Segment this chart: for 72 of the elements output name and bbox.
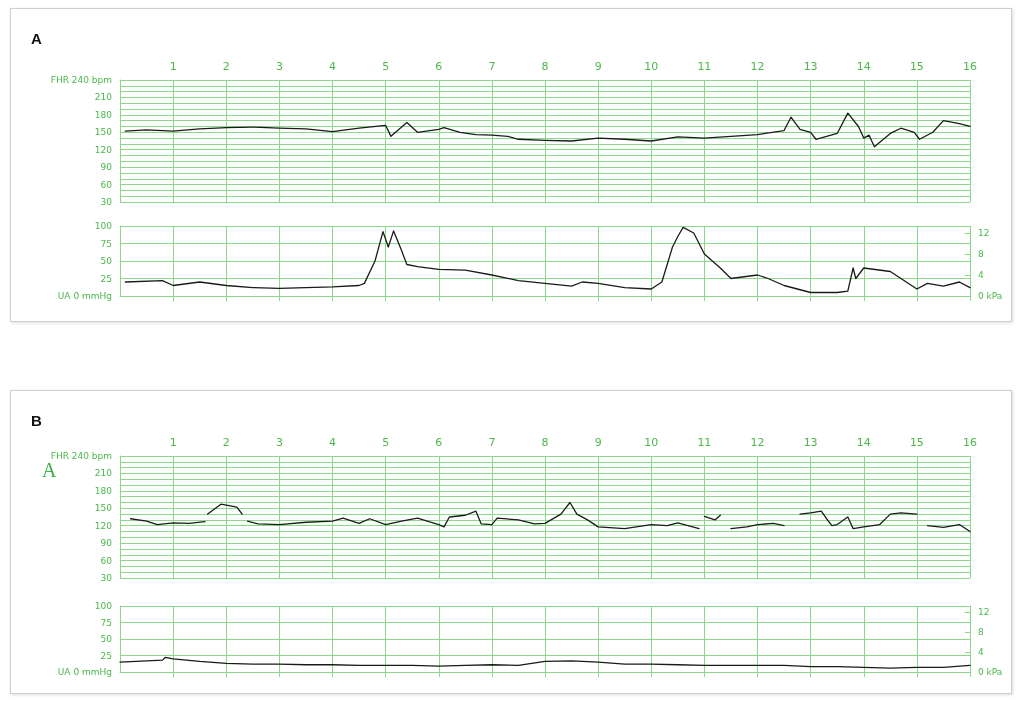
y-tick-label: 25	[100, 273, 112, 284]
y-tick-label: 90	[100, 162, 113, 173]
x-tick-label: 13	[803, 436, 818, 449]
x-tick-label: 11	[697, 436, 712, 449]
x-tick-label: 12	[750, 60, 765, 73]
y-tick-label: 75	[100, 238, 112, 249]
y-tick-label: 30	[100, 573, 113, 583]
x-tick-label: 1	[169, 436, 177, 449]
y2-tick-label: 12	[978, 227, 990, 238]
y-tick-label: FHR 240 bpm	[50, 75, 112, 85]
x-tick-label: 2	[222, 60, 230, 73]
chart-title: A	[31, 30, 42, 47]
line-series	[124, 226, 971, 294]
y2-tick-label: 8	[978, 248, 984, 259]
y-tick-label: UA 0 mmHg	[57, 667, 112, 677]
y-tick-label: 60	[100, 555, 113, 566]
x-tick-label: 11	[697, 60, 712, 73]
x-tick-label: 3	[275, 436, 283, 449]
x-tick-label: 14	[856, 60, 871, 73]
y-tick-label: 150	[94, 127, 113, 138]
y-tick-label: 180	[94, 485, 113, 496]
x-tick-label: 10	[644, 436, 659, 449]
x-tick-label: 9	[594, 436, 602, 449]
x-tick-label: 6	[435, 436, 443, 449]
y-tick-label: 100	[94, 601, 113, 611]
y-tick-label: 90	[100, 538, 113, 549]
y2-tick-label: 4	[978, 647, 984, 658]
x-tick-label: 7	[488, 436, 496, 449]
x-tick-label: 7	[488, 60, 496, 73]
y-tick-label: 60	[100, 179, 113, 190]
y2-tick-label: 0 kPa	[978, 667, 1003, 677]
x-tick-label: 10	[644, 60, 659, 73]
line-series	[119, 656, 971, 669]
y-tick-label: 210	[94, 468, 113, 479]
x-tick-label: 5	[382, 60, 390, 73]
y-tick-label: 25	[100, 650, 112, 661]
text: A	[42, 459, 57, 481]
x-tick-label: 16	[963, 436, 977, 449]
x-tick-label: 4	[329, 436, 336, 449]
y-tick-label: 100	[94, 221, 113, 231]
chart-title: B	[31, 412, 42, 429]
x-tick-label: 15	[909, 60, 924, 73]
x-tick-label: 8	[541, 60, 549, 73]
x-tick-label: 3	[275, 60, 283, 73]
x-tick-label: 9	[594, 60, 602, 73]
y-tick-label: 30	[100, 197, 113, 207]
y2-tick-label: 4	[978, 269, 984, 280]
y-tick-label: 210	[94, 92, 113, 103]
y-tick-label: 120	[94, 144, 113, 155]
x-tick-label: 15	[909, 436, 924, 449]
x-tick-label: 2	[222, 436, 230, 449]
x-tick-label: 16	[963, 60, 977, 73]
y2-tick-label: 12	[978, 607, 990, 618]
x-tick-label: 1	[169, 60, 177, 73]
x-tick-label: 8	[541, 436, 549, 449]
x-tick-label: 5	[382, 436, 390, 449]
y-tick-label: 150	[94, 503, 113, 514]
y-tick-label: 180	[94, 109, 113, 120]
x-tick-label: 14	[856, 436, 871, 449]
y-tick-label: FHR 240 bpm	[50, 451, 112, 461]
x-tick-label: 13	[803, 60, 818, 73]
x-tick-label: 6	[435, 60, 443, 73]
x-tick-label: 4	[329, 60, 336, 73]
y-tick-label: 50	[100, 256, 113, 266]
line-series	[124, 112, 971, 148]
y-tick-label: UA 0 mmHg	[57, 291, 112, 301]
x-tick-label: 12	[750, 436, 765, 449]
y-tick-label: 50	[100, 634, 113, 644]
y-tick-label: 75	[100, 617, 112, 628]
y-tick-label: 120	[94, 520, 113, 531]
y2-tick-label: 8	[978, 627, 984, 638]
y2-tick-label: 0 kPa	[978, 291, 1003, 301]
